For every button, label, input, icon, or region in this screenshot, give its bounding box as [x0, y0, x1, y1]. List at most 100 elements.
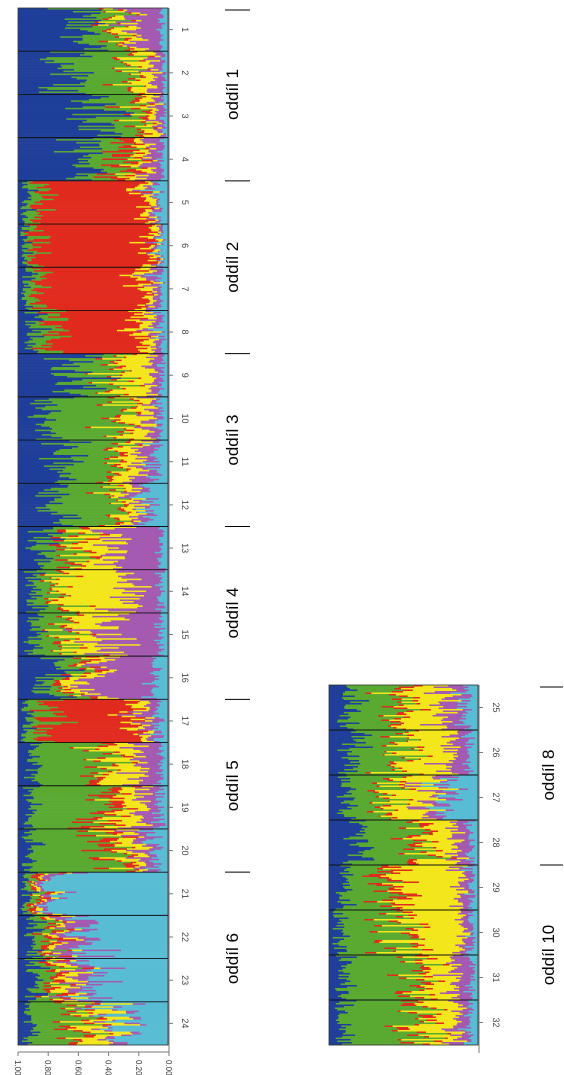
cluster-segment-yellow [48, 598, 141, 600]
cluster-segment-green [339, 725, 389, 728]
cluster-segment-red [31, 267, 141, 270]
cluster-segment-yellow [124, 431, 155, 433]
cluster-segment-cyan [162, 609, 169, 612]
cluster-segment-cyan [127, 1042, 169, 1044]
cluster-segment-blue [18, 671, 65, 673]
cluster-segment-yellow [404, 757, 454, 759]
cluster-segment-red [108, 496, 112, 499]
cluster-segment-green [32, 957, 47, 959]
cluster-segment-purple [150, 346, 160, 349]
cluster-segment-cyan [46, 903, 169, 906]
cluster-segment-cyan [163, 100, 169, 103]
cluster-segment-red [58, 971, 70, 974]
cluster-segment-yellow [125, 422, 141, 424]
cluster-segment-green [23, 875, 32, 877]
cluster-segment-green [28, 989, 46, 992]
cluster-segment-blue [18, 721, 34, 724]
cluster-segment-yellow [138, 836, 145, 839]
cluster-segment-cyan [166, 109, 169, 112]
cluster-segment-purple [149, 61, 166, 64]
cluster-segment-yellow [134, 438, 157, 441]
cluster-segment-yellow [136, 346, 152, 349]
cluster-segment-green [25, 814, 105, 816]
cluster-segment-red [112, 495, 115, 497]
cluster-segment-cyan [470, 725, 479, 728]
cluster-segment-blue [18, 279, 32, 281]
cluster-segment-green [44, 554, 58, 557]
cluster-segment-green [56, 668, 80, 670]
cluster-segment-yellow [145, 121, 159, 124]
cluster-segment-purple [129, 478, 160, 481]
cluster-segment-cyan [164, 320, 169, 323]
cluster-segment-cyan [163, 602, 169, 605]
cluster-segment-green [21, 894, 31, 897]
cluster-segment-green [89, 162, 132, 165]
cluster-segment-purple [125, 18, 159, 21]
cluster-segment-green [103, 168, 128, 171]
cluster-segment-yellow [456, 857, 470, 860]
cluster-segment-yellow [60, 544, 94, 547]
cluster-segment-cyan [165, 122, 169, 125]
cluster-segment-green [346, 791, 374, 794]
cluster-segment-purple [118, 614, 161, 617]
cluster-segment-red [35, 301, 150, 304]
cluster-segment-purple [465, 832, 474, 834]
cluster-segment-red [49, 577, 52, 579]
cluster-segment-blue [329, 740, 357, 743]
cluster-segment-yellow [86, 758, 131, 761]
cluster-segment-purple [123, 15, 165, 18]
cluster-segment-blue [18, 106, 84, 109]
cluster-segment-red [51, 684, 62, 687]
cluster-segment-yellow [74, 562, 114, 565]
cluster-segment-red [95, 669, 110, 672]
cluster-segment-red [57, 603, 64, 606]
cluster-segment-blue [329, 856, 363, 858]
cluster-segment-green [87, 159, 143, 162]
cluster-segment-cyan [164, 590, 169, 593]
cluster-segment-blue [18, 81, 86, 83]
cluster-segment-cyan [98, 922, 169, 925]
cluster-segment-red [141, 130, 145, 132]
cluster-segment-blue [329, 698, 344, 701]
cluster-segment-purple [458, 826, 467, 828]
cluster-segment-yellow [390, 764, 447, 767]
cluster-segment-green [43, 529, 58, 532]
cluster-segment-purple [152, 288, 161, 290]
cluster-segment-yellow [52, 589, 125, 591]
cluster-segment-red [393, 727, 397, 729]
cluster-segment-red [40, 946, 48, 949]
cluster-segment-purple [461, 694, 472, 696]
cluster-segment-blue [329, 818, 352, 821]
cluster-segment-blue [18, 235, 28, 238]
cluster-segment-blue [18, 313, 48, 316]
cluster-segment-cyan [153, 666, 169, 669]
cluster-segment-red [28, 232, 150, 235]
cluster-segment-red [410, 820, 420, 822]
cluster-segment-red [69, 694, 74, 697]
cluster-segment-red [106, 471, 112, 474]
cluster-segment-green [42, 568, 75, 571]
cluster-segment-yellow [51, 581, 118, 584]
cluster-segment-red [112, 833, 118, 836]
cluster-segment-blue [18, 238, 23, 241]
cluster-segment-red [67, 665, 77, 667]
cluster-segment-red [412, 697, 421, 699]
cluster-segment-green [47, 921, 63, 924]
cluster-segment-blue [18, 225, 31, 228]
cluster-segment-red [67, 949, 73, 952]
cluster-segment-green [33, 849, 82, 852]
cluster-segment-yellow [111, 31, 128, 34]
cluster-segment-green [65, 466, 120, 469]
cluster-segment-blue [18, 666, 62, 669]
cluster-segment-red [62, 921, 67, 924]
cluster-segment-green [31, 773, 103, 776]
cluster-segment-cyan [162, 171, 169, 174]
cluster-segment-yellow [143, 75, 155, 77]
cluster-segment-red [96, 1018, 108, 1020]
cluster-segment-blue [18, 1027, 33, 1029]
cluster-segment-yellow [148, 221, 156, 223]
cluster-segment-yellow [119, 727, 146, 730]
cluster-segment-yellow [126, 188, 146, 191]
cluster-segment-purple [131, 462, 142, 465]
cluster-segment-green [95, 116, 140, 119]
